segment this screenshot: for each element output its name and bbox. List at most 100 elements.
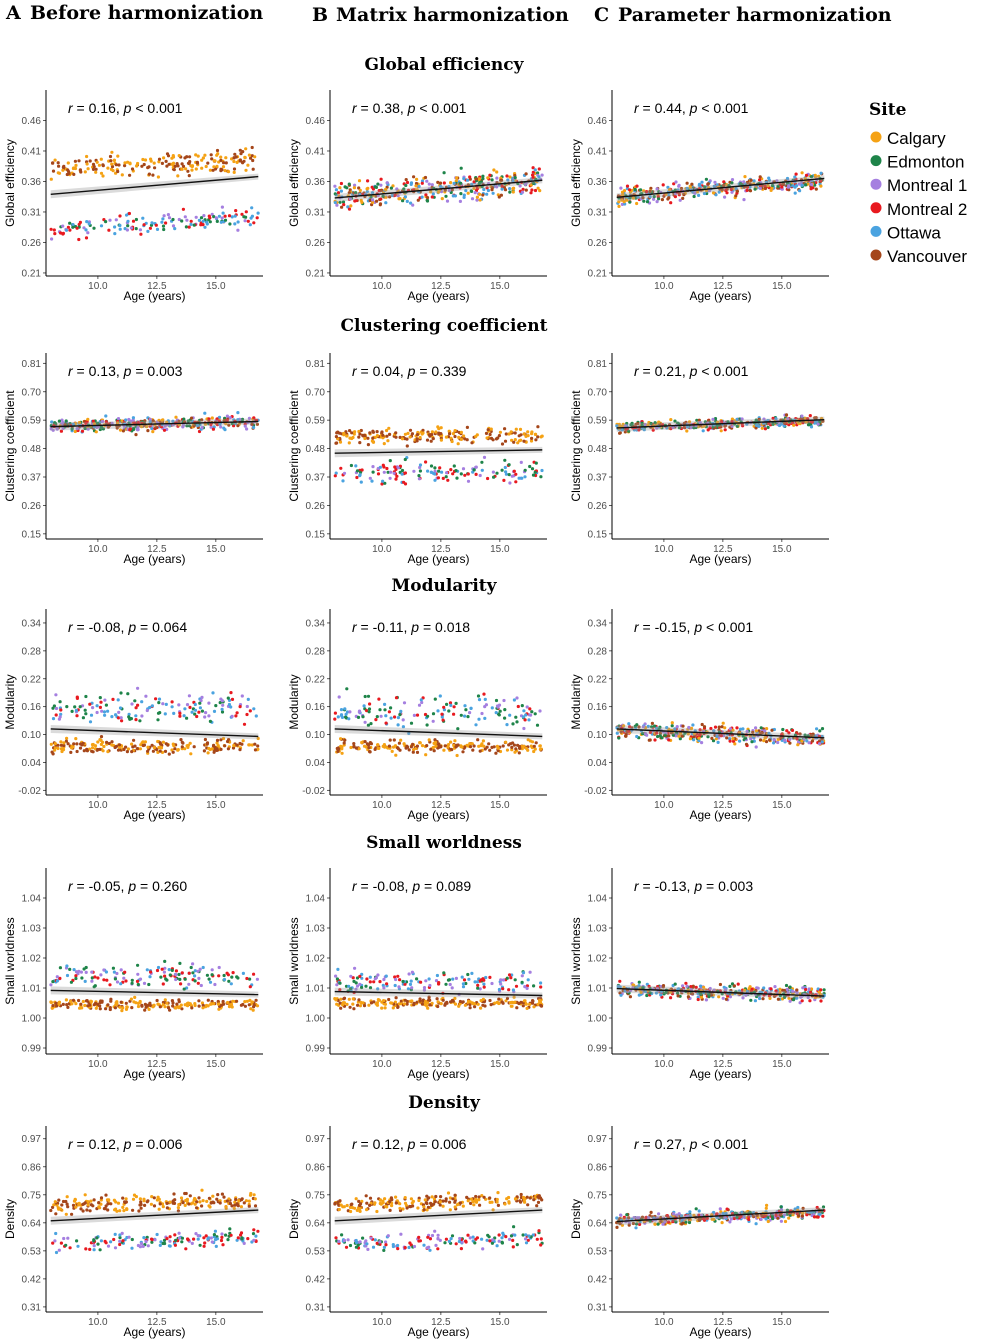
data-point <box>679 186 684 191</box>
data-point <box>187 174 191 178</box>
data-point <box>219 1003 223 1007</box>
data-point <box>197 976 201 981</box>
data-point <box>61 1002 65 1007</box>
data-point <box>470 441 474 445</box>
data-point <box>217 214 221 218</box>
data-point <box>333 184 337 188</box>
data-point <box>215 747 219 751</box>
data-point <box>482 455 487 459</box>
data-point <box>65 172 69 177</box>
data-point <box>415 433 420 437</box>
data-point <box>118 1005 122 1009</box>
x-axis-label: Age (years) <box>123 552 185 566</box>
data-point <box>734 194 738 198</box>
data-point <box>700 741 704 745</box>
data-point <box>200 709 204 713</box>
data-point <box>807 987 811 991</box>
data-point <box>418 999 422 1003</box>
data-point <box>410 970 414 974</box>
data-point <box>73 705 77 709</box>
data-point <box>409 979 413 983</box>
data-point <box>382 442 386 446</box>
data-point <box>474 177 479 181</box>
data-point <box>369 195 373 199</box>
data-point <box>113 745 117 750</box>
data-point <box>408 428 413 432</box>
data-point <box>375 715 379 719</box>
data-point <box>382 999 386 1003</box>
data-point <box>72 742 76 746</box>
data-point <box>353 183 357 187</box>
data-point <box>384 201 388 205</box>
data-point <box>120 1009 124 1013</box>
data-point <box>454 469 458 473</box>
data-point <box>471 748 475 752</box>
data-point <box>371 436 375 440</box>
data-point <box>538 709 542 713</box>
data-point <box>339 189 343 193</box>
data-point <box>474 472 478 476</box>
data-point <box>246 697 250 702</box>
data-point <box>749 998 753 1002</box>
data-point <box>339 744 343 748</box>
column-header-a-title: Before harmonization <box>30 2 263 24</box>
data-point <box>673 188 678 192</box>
data-point <box>111 966 115 970</box>
data-point <box>507 988 511 992</box>
data-point <box>474 434 478 439</box>
data-point <box>162 214 166 218</box>
data-point <box>197 218 201 222</box>
data-point <box>453 429 457 433</box>
data-point <box>188 1194 192 1198</box>
data-point <box>424 193 428 197</box>
data-point <box>193 702 197 707</box>
data-point <box>405 199 409 203</box>
data-point <box>221 703 225 707</box>
data-point <box>449 703 453 708</box>
data-point <box>338 440 343 444</box>
data-point <box>494 698 499 703</box>
data-point <box>130 742 134 746</box>
data-point <box>424 979 428 983</box>
panel-b-4: Small worldness0.991.001.011.021.031.041… <box>287 868 547 1081</box>
data-point <box>481 177 485 181</box>
row-title: Clustering coefficient <box>341 316 548 336</box>
data-point <box>130 1006 134 1010</box>
data-point <box>459 430 463 434</box>
data-point <box>216 1002 221 1006</box>
data-point <box>242 722 247 726</box>
data-point <box>171 224 176 228</box>
data-point <box>538 189 542 193</box>
data-point <box>393 193 397 197</box>
data-point <box>384 974 388 978</box>
data-point <box>766 425 770 429</box>
data-point <box>355 984 360 988</box>
data-point <box>360 200 364 204</box>
data-point <box>444 194 448 198</box>
data-point <box>232 743 236 748</box>
data-point <box>133 744 137 748</box>
data-point <box>219 155 223 159</box>
data-point <box>438 466 442 470</box>
row-title: Density <box>408 1093 481 1113</box>
data-point <box>378 202 383 206</box>
data-point <box>107 228 111 232</box>
y-axis-label: Small worldness <box>287 917 301 1004</box>
data-point <box>438 181 443 185</box>
y-tick-label: 0.46 <box>588 116 608 127</box>
data-point <box>401 718 405 722</box>
data-point <box>800 181 804 185</box>
data-point <box>431 437 435 441</box>
data-point <box>514 472 518 476</box>
data-point <box>206 751 210 755</box>
y-axis-label: Small worldness <box>3 917 17 1004</box>
data-point <box>207 701 211 705</box>
data-point <box>158 745 163 749</box>
data-point <box>90 979 94 983</box>
data-point <box>70 746 74 750</box>
data-point <box>246 219 250 223</box>
y-tick-label: 1.04 <box>588 894 608 905</box>
data-point <box>415 439 419 443</box>
data-point <box>510 1004 514 1008</box>
data-point <box>235 711 239 715</box>
